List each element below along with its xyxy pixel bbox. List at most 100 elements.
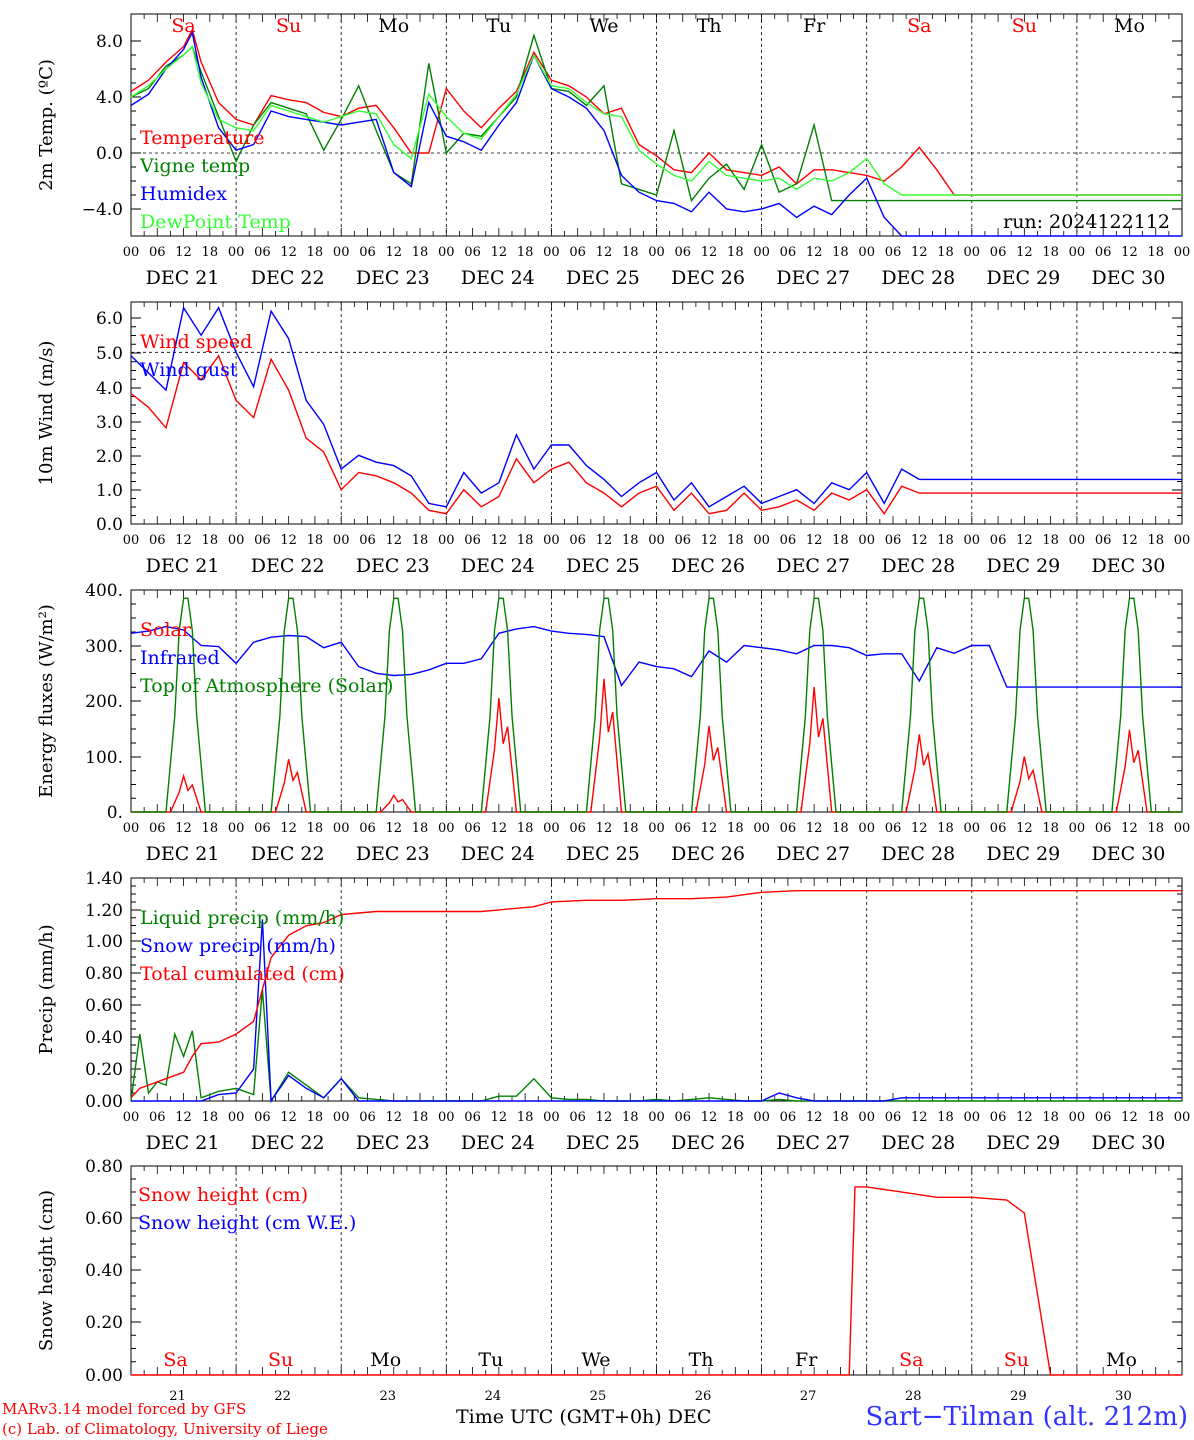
x-hour-label: 06 xyxy=(464,1110,481,1125)
x-hour-label: 00 xyxy=(858,821,875,836)
x-hour-label: 18 xyxy=(622,245,639,260)
legend-entry: Infrared xyxy=(140,647,220,669)
x-hour-label: 12 xyxy=(911,533,928,548)
day-abbr-label: Fr xyxy=(795,1349,818,1371)
x-hour-label: 12 xyxy=(1121,1110,1138,1125)
day-abbr-label: Tu xyxy=(478,1349,503,1371)
x-hour-label: 06 xyxy=(149,245,166,260)
x-hour-label: 06 xyxy=(359,533,376,548)
x-hour-label: 00 xyxy=(648,821,665,836)
x-hour-label: 12 xyxy=(385,245,402,260)
x-date-label: DEC 25 xyxy=(566,1132,640,1154)
series-line-snow-precip-mm-h- xyxy=(131,919,1182,1104)
x-hour-label: 06 xyxy=(464,245,481,260)
x-hour-label: 18 xyxy=(1147,821,1164,836)
x-hour-label: 18 xyxy=(832,245,849,260)
x-day-number: 27 xyxy=(800,1389,817,1404)
x-hour-label: 00 xyxy=(964,821,981,836)
x-hour-label: 12 xyxy=(701,821,718,836)
x-hour-label: 00 xyxy=(333,821,350,836)
x-hour-label: 00 xyxy=(1069,1110,1086,1125)
day-abbr-label: Su xyxy=(1012,15,1037,37)
legend-entry: Humidex xyxy=(140,183,227,205)
y-tick-label: 0.80 xyxy=(85,1157,123,1177)
x-hour-label: 00 xyxy=(648,245,665,260)
x-date-label: DEC 27 xyxy=(776,267,850,289)
x-hour-label: 06 xyxy=(780,245,797,260)
day-abbr-label: Sa xyxy=(163,1349,187,1371)
x-day-number: 21 xyxy=(169,1389,186,1404)
x-hour-label: 12 xyxy=(175,533,192,548)
y-axis-label: 2m Temp. (ºC) xyxy=(36,59,57,191)
x-hour-label: 12 xyxy=(491,533,508,548)
x-date-label: DEC 28 xyxy=(881,843,955,865)
x-hour-label: 18 xyxy=(202,1110,219,1125)
y-tick-label: 6.0 xyxy=(96,309,123,329)
x-hour-label: 12 xyxy=(175,1110,192,1125)
x-hour-label: 00 xyxy=(964,1110,981,1125)
x-hour-label: 06 xyxy=(569,821,586,836)
x-hour-label: 00 xyxy=(438,533,455,548)
x-hour-label: 00 xyxy=(228,821,245,836)
x-hour-label: 00 xyxy=(1174,245,1191,260)
series-line-wind-speed xyxy=(130,354,1182,515)
x-hour-label: 00 xyxy=(1069,245,1086,260)
x-date-label: DEC 21 xyxy=(146,843,220,865)
panel-2: 6.0 5.0 4.0 3.0 2.0 1.0 0.0 10m Wind (m/s) 00 06 1… xyxy=(36,301,1190,577)
x-hour-label: 12 xyxy=(701,245,718,260)
day-abbr-label: Sa xyxy=(899,1349,923,1371)
x-hour-label: 18 xyxy=(727,1110,744,1125)
x-hour-label: 12 xyxy=(385,533,402,548)
x-hour-label: 06 xyxy=(1095,1110,1112,1125)
x-date-label: DEC 28 xyxy=(881,267,955,289)
x-date-label: DEC 23 xyxy=(356,267,430,289)
x-hour-label: 18 xyxy=(1042,821,1059,836)
x-hour-label: 00 xyxy=(543,821,560,836)
x-hour-label: 06 xyxy=(569,1110,586,1125)
x-hour-label: 12 xyxy=(806,533,823,548)
x-date-label: DEC 27 xyxy=(776,843,850,865)
x-hour-label: 12 xyxy=(596,1110,613,1125)
x-hour-label: 06 xyxy=(885,821,902,836)
day-abbr-label: Th xyxy=(697,15,722,37)
x-hour-label: 12 xyxy=(491,245,508,260)
y-axis-label: Snow height (cm) xyxy=(36,1190,57,1351)
x-hour-label: 00 xyxy=(438,1110,455,1125)
x-hour-label: 06 xyxy=(780,533,797,548)
x-hour-label: 18 xyxy=(202,245,219,260)
x-hour-label: 00 xyxy=(753,821,770,836)
y-tick-label: 5.0 xyxy=(96,344,123,364)
x-hour-label: 06 xyxy=(885,245,902,260)
y-tick-label: 100. xyxy=(85,748,123,768)
legend-entry: DewPoint Temp xyxy=(140,211,291,233)
x-day-number: 30 xyxy=(1115,1389,1132,1404)
x-date-label: DEC 29 xyxy=(986,555,1060,577)
x-hour-label: 12 xyxy=(280,533,297,548)
x-hour-label: 06 xyxy=(885,1110,902,1125)
x-date-label: DEC 23 xyxy=(356,1132,430,1154)
x-hour-label: 12 xyxy=(1016,821,1033,836)
x-hour-label: 12 xyxy=(385,821,402,836)
y-tick-label: 0. xyxy=(107,803,123,823)
x-hour-label: 00 xyxy=(228,1110,245,1125)
x-hour-label: 18 xyxy=(937,821,954,836)
x-hour-label: 18 xyxy=(832,533,849,548)
x-hour-label: 06 xyxy=(359,245,376,260)
x-day-number: 29 xyxy=(1010,1389,1027,1404)
x-hour-label: 18 xyxy=(727,821,744,836)
y-tick-label: 1.00 xyxy=(85,932,123,952)
x-hour-label: 00 xyxy=(858,245,875,260)
x-hour-label: 06 xyxy=(990,1110,1007,1125)
y-tick-label: 200. xyxy=(85,692,123,712)
x-hour-label: 12 xyxy=(806,821,823,836)
x-hour-label: 00 xyxy=(753,245,770,260)
day-abbr-label: Tu xyxy=(486,15,511,37)
y-axis-label: Precip (mm/h) xyxy=(36,924,57,1054)
x-hour-label: 06 xyxy=(569,245,586,260)
x-hour-label: 00 xyxy=(228,245,245,260)
x-hour-label: 18 xyxy=(622,1110,639,1125)
y-tick-label: 0.0 xyxy=(96,515,123,535)
x-day-number: 25 xyxy=(590,1389,607,1404)
series-line-wind-gust xyxy=(130,305,1182,508)
x-hour-label: 00 xyxy=(964,533,981,548)
